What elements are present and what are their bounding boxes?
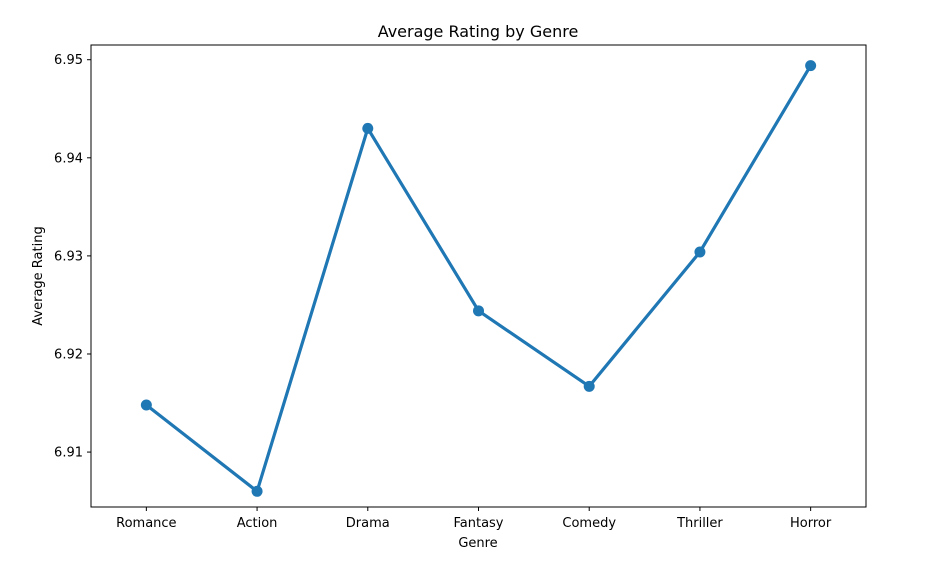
x-tick-label: Comedy: [562, 516, 616, 531]
x-tick-label: Romance: [116, 516, 176, 531]
x-tick-label: Fantasy: [453, 516, 503, 531]
y-tick-label: 6.94: [54, 151, 83, 166]
plot-area: 6.91 6.92 6.93 6.94 6.95 Romance Action Drama Fa…: [54, 44, 867, 531]
x-tick-label: Thriller: [676, 516, 723, 531]
y-tick-label: 6.92: [54, 347, 83, 362]
data-point: [583, 380, 595, 392]
y-tick-label: 6.95: [54, 53, 83, 68]
data-point: [805, 60, 817, 72]
x-tick-label: Drama: [346, 516, 390, 531]
y-tick-label: 6.91: [54, 446, 83, 461]
x-axis-label: Genre: [458, 536, 497, 551]
data-point: [473, 305, 484, 317]
data-point: [694, 246, 706, 258]
chart-title: Average Rating by Genre: [378, 22, 579, 41]
data-point: [362, 122, 374, 134]
y-axis-label: Average Rating: [31, 226, 46, 325]
x-tick-label: Horror: [790, 516, 832, 531]
data-point: [140, 399, 152, 411]
axes-frame: [90, 44, 867, 508]
y-tick-label: 6.93: [54, 249, 83, 264]
data-point: [251, 485, 263, 497]
x-tick-label: Action: [237, 516, 278, 531]
